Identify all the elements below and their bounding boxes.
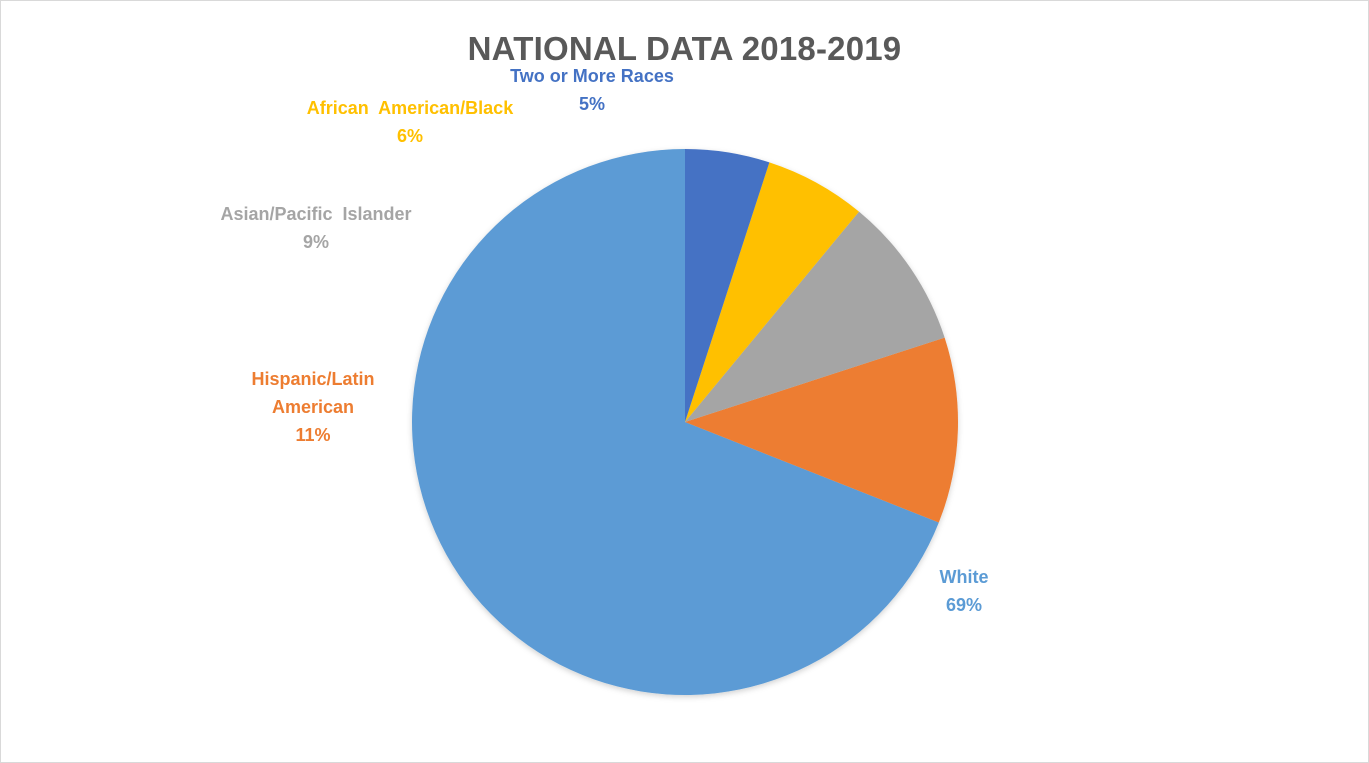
- data-label-hispanic-latin-american: Hispanic/Latin American 11%: [251, 369, 374, 445]
- data-label-two-or-more-races: Two or More Races 5%: [510, 66, 674, 114]
- data-label-category: African American/Black: [307, 98, 514, 118]
- data-label-category: Hispanic/Latin: [251, 369, 374, 389]
- data-label-percent: 69%: [946, 595, 982, 615]
- data-label-white: White 69%: [940, 567, 989, 615]
- data-label-category: Asian/Pacific Islander: [220, 204, 411, 224]
- data-label-percent: 5%: [579, 94, 605, 114]
- data-label-percent: 11%: [295, 425, 330, 445]
- data-label-asian-pacific-islander: Asian/Pacific Islander 9%: [220, 204, 411, 252]
- data-label-category: Two or More Races: [510, 66, 674, 86]
- data-label-category: White: [940, 567, 989, 587]
- data-label-percent: 9%: [303, 232, 329, 252]
- data-label-african-american-black: African American/Black 6%: [307, 98, 514, 146]
- data-label-category: American: [272, 397, 354, 417]
- data-label-percent: 6%: [397, 126, 423, 146]
